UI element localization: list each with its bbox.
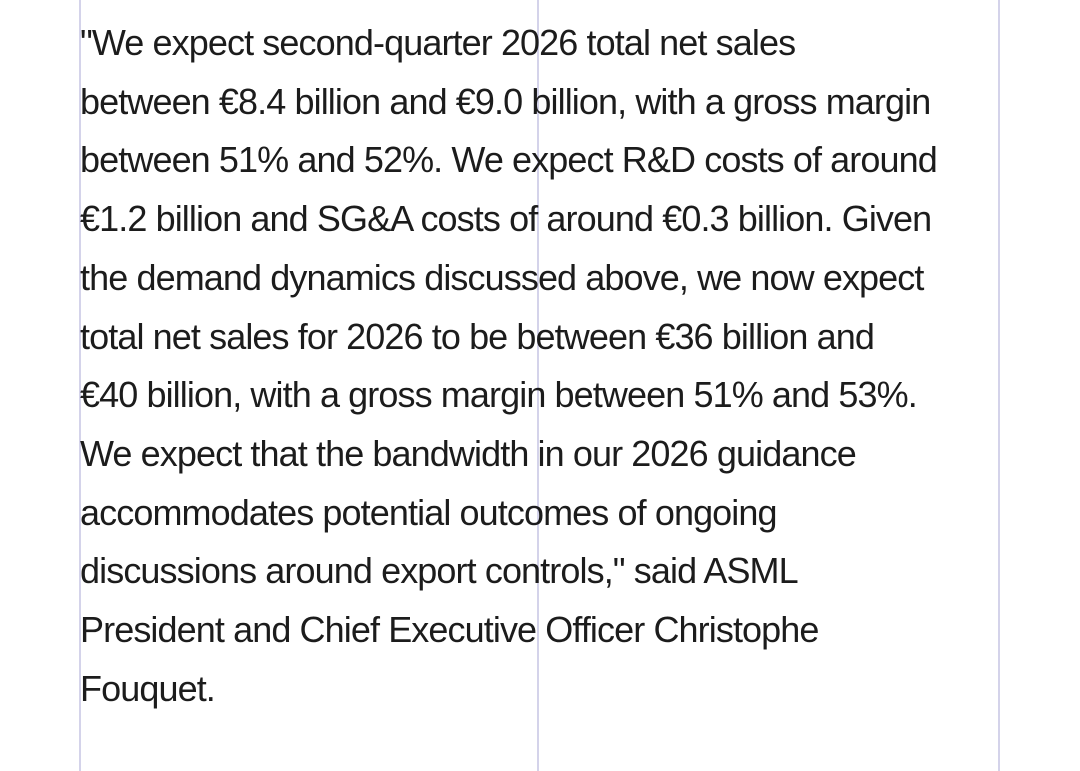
quote-line: We expect that the bandwidth in our 2026… bbox=[80, 432, 857, 474]
quote-paragraph: "We expect second-quarter 2026 total net… bbox=[80, 14, 1010, 718]
quote-line: "We expect second-quarter 2026 total net… bbox=[80, 22, 796, 63]
quote-line: Fouquet. bbox=[80, 667, 216, 709]
quote-line: €40 billion, with a gross margin between… bbox=[80, 374, 918, 416]
quote-line: the demand dynamics discussed above, we … bbox=[80, 256, 924, 298]
quote-line: total net sales for 2026 to be between €… bbox=[80, 315, 875, 357]
quote-line: President and Chief Executive Officer Ch… bbox=[80, 609, 819, 651]
quote-line: between €8.4 billion and €9.0 billion, w… bbox=[80, 80, 931, 122]
left-guide-line bbox=[79, 0, 81, 771]
quote-line: €1.2 billion and SG&A costs of around €0… bbox=[80, 198, 932, 240]
quote-line: discussions around export controls," sai… bbox=[80, 550, 799, 592]
quote-line: accommodates potential outcomes of ongoi… bbox=[80, 491, 778, 533]
right-guide-line bbox=[998, 0, 1000, 771]
quote-line: between 51% and 52%. We expect R&D costs… bbox=[80, 139, 938, 181]
center-guide-line bbox=[537, 0, 539, 771]
